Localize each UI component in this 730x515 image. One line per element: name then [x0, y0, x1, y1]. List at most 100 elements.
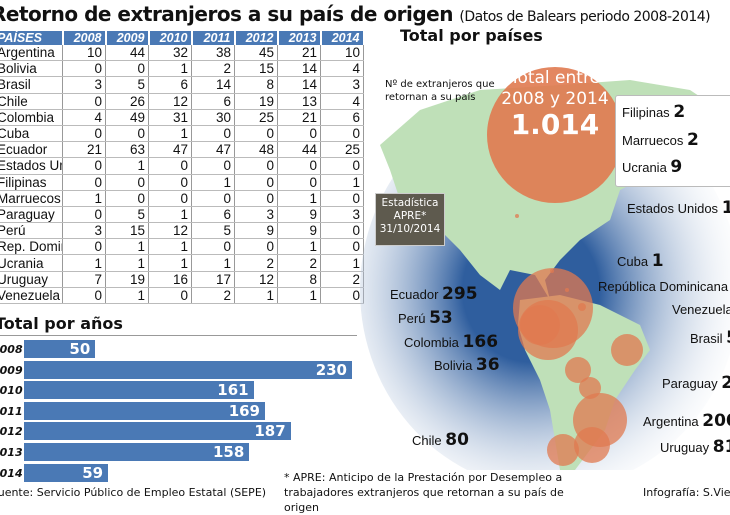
country-name: Cuba — [0, 125, 63, 143]
table-cell: 0 — [320, 125, 364, 143]
table-cell: 25 — [234, 109, 278, 126]
table-cell: 14 — [277, 60, 321, 78]
map-label: Ucrania 9 — [622, 157, 682, 177]
table-row: Argentina 10 44 32 38 45 21 10 — [0, 45, 364, 62]
country-name: Venezuela — [0, 287, 63, 305]
country-name: Estados Unidos — [0, 157, 63, 175]
table-cell: 0 — [105, 190, 149, 207]
bubble-estados-unidos — [515, 214, 519, 218]
table-cell: 15 — [105, 222, 149, 240]
country-value: 53 — [429, 308, 453, 328]
stat-line: Estadística — [381, 197, 439, 209]
table-cell: 3 — [320, 76, 364, 94]
bubble-brasil — [611, 334, 643, 366]
country-value: 166 — [462, 332, 499, 352]
country-value: 81 — [712, 437, 730, 457]
table-cell: 6 — [191, 93, 235, 110]
bar: 161 — [24, 381, 254, 400]
table-row: Ecuador 21 63 47 47 48 44 25 — [0, 141, 364, 159]
country-name: Marruecos — [0, 190, 63, 207]
country-value: 200 — [702, 411, 730, 431]
table-cell: 0 — [320, 222, 364, 240]
table-cell: 1 — [148, 238, 192, 256]
table-cell: 45 — [234, 45, 278, 62]
table-cell: 1 — [105, 254, 149, 272]
table-cell: 1 — [105, 157, 149, 175]
map-label: Perú 53 — [398, 308, 453, 328]
country-name: Venezuela — [672, 302, 730, 317]
table-cell: 0 — [277, 174, 321, 191]
bubble-uruguay — [574, 427, 610, 463]
table-row: Rep. Dominicana0110010 — [0, 238, 364, 256]
country-value: 2 — [687, 130, 699, 150]
table-cell: 2 — [277, 254, 321, 272]
table-row: Uruguay 7 19 16 17 12 8 2 — [0, 271, 364, 288]
table-cell: 13 — [277, 93, 321, 110]
map-label: Marruecos 2 — [622, 130, 699, 150]
table-cell: 0 — [234, 190, 278, 207]
bar: 187 — [24, 422, 291, 441]
table-cell: 1 — [148, 254, 192, 272]
stat-line: APRE* — [393, 210, 427, 222]
country-name: Ecuador — [0, 141, 63, 159]
country-name: Uruguay — [0, 271, 63, 288]
table-cell: 1 — [320, 254, 364, 272]
year-label: 2012 — [0, 425, 23, 439]
country-name: Filipinas — [0, 174, 63, 191]
title-text: Retorno de extranjeros a su país de orig… — [0, 2, 453, 26]
table-cell: 0 — [148, 174, 192, 191]
data-table: PAÍSES 2008 2009 2010 2011 2012 2013 2014 Argent… — [0, 31, 365, 305]
table-cell: 1 — [105, 287, 149, 305]
table-cell: 0 — [148, 190, 192, 207]
column-header: 2010 — [148, 31, 193, 45]
country-name: Estados Unidos — [627, 201, 719, 216]
table-cell: 3 — [62, 222, 106, 240]
table-cell: 12 — [148, 222, 192, 240]
table-cell: 21 — [277, 45, 321, 62]
country-name: Chile — [0, 93, 63, 110]
table-cell: 14 — [277, 76, 321, 94]
table-row: Perú315125990 — [0, 222, 364, 240]
map-label: Bolivia 36 — [434, 355, 500, 375]
country-name: Perú — [0, 222, 63, 240]
country-value: 1 — [651, 251, 664, 271]
table-cell: 63 — [105, 141, 149, 159]
stat-line: 31/10/2014 — [379, 223, 441, 235]
table-cell: 1 — [234, 287, 278, 305]
table-row: Bolivia 0 0 1 2 15 14 4 — [0, 60, 364, 78]
country-value: 2 — [673, 102, 686, 122]
table-cell: 8 — [277, 271, 321, 288]
table-cell: 0 — [320, 190, 364, 207]
map-label: Colombia 166 — [404, 332, 498, 352]
country-name: Ucrania — [622, 160, 667, 175]
credit: Infografía: S.Viedma — [643, 486, 730, 499]
total-label: Total entre 2008 y 2014 — [501, 68, 609, 109]
table-cell: 1 — [277, 238, 321, 256]
table-cell: 9 — [234, 222, 278, 240]
map-title: Total por países — [400, 26, 543, 45]
table-cell: 19 — [234, 93, 278, 110]
table-cell: 0 — [105, 174, 149, 191]
bar: 169 — [24, 401, 265, 420]
table-row: Filipinas 0 0 0 1 0 0 1 — [0, 174, 364, 191]
table-cell: 9 — [277, 222, 321, 240]
year-label: 2009 — [0, 363, 23, 377]
table-cell: 0 — [234, 125, 278, 143]
table-cell: 8 — [234, 76, 278, 94]
table-cell: 17 — [191, 271, 235, 288]
table-cell: 0 — [62, 238, 106, 256]
table-cell: 0 — [191, 125, 235, 143]
table-cell: 2 — [320, 271, 364, 288]
table-cell: 0 — [62, 174, 106, 191]
country-value: 9 — [670, 157, 683, 177]
map-label: Uruguay 81 — [660, 437, 730, 457]
table-cell: 16 — [148, 271, 192, 288]
table-row: Ucrania 1 1 1 1 2 2 1 — [0, 254, 364, 272]
column-header: PAÍSES — [0, 31, 64, 45]
country-value: 27 — [721, 373, 730, 393]
table-cell: 21 — [62, 141, 106, 159]
table-cell: 15 — [234, 60, 278, 78]
table-cell: 4 — [320, 93, 364, 110]
table-cell: 9 — [277, 206, 321, 224]
table-cell: 0 — [62, 125, 106, 143]
